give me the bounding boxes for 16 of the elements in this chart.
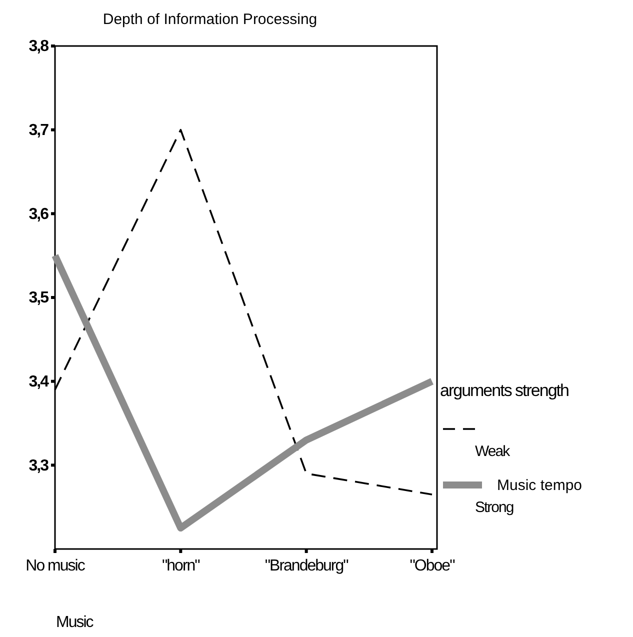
legend-label: Weak <box>475 443 511 460</box>
x-tick-label: "horn" <box>162 557 200 574</box>
y-tick-label: 3,5 <box>28 290 50 307</box>
y-tick-label: 3,7 <box>28 122 50 139</box>
x-tick-label: "Brandeburg" <box>264 557 348 574</box>
y-tick-label: 3,8 <box>28 38 50 56</box>
legend-label: Strong <box>475 499 514 516</box>
x-axis-title: Music <box>56 614 94 631</box>
chart-title: Depth of Information Processing <box>102 11 318 28</box>
x-tick-label: "Oboe" <box>410 557 455 574</box>
y-tick-label: 3,6 <box>28 206 50 223</box>
text: Music tempo <box>497 477 582 494</box>
x-tick-label: No music <box>26 557 86 574</box>
y-tick-label: 3,4 <box>28 373 50 390</box>
y-tick-label: 3,3 <box>28 457 50 474</box>
legend-title: arguments strength <box>440 381 570 400</box>
